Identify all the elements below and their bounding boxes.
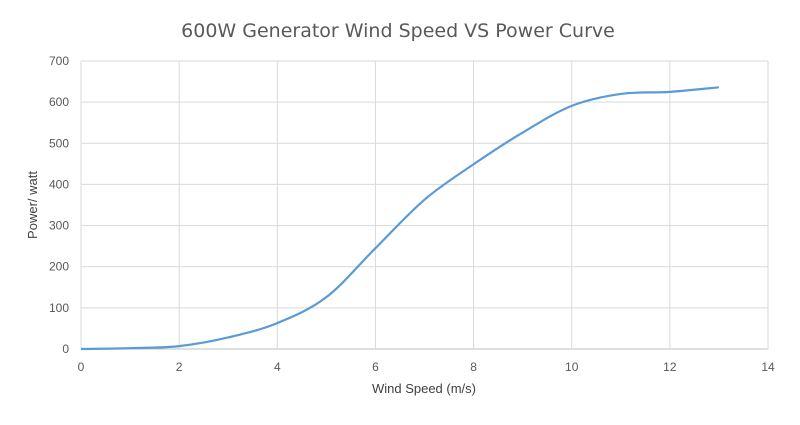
y-axis-ticks: 0 100 200 300 400 500 600 700: [49, 54, 69, 356]
y-tick-label: 600: [49, 95, 69, 109]
x-tick-label: 12: [663, 360, 677, 374]
x-tick-label: 10: [565, 360, 579, 374]
y-tick-label: 0: [62, 342, 69, 356]
x-axis-label: Wind Speed (m/s): [372, 381, 476, 396]
y-tick-label: 200: [49, 260, 69, 274]
x-tick-label: 14: [761, 360, 775, 374]
y-tick-label: 400: [49, 177, 69, 191]
gridlines: [80, 60, 769, 350]
x-axis-ticks: 0 2 4 6 8 10 12 14: [78, 360, 775, 374]
series-line-power: [80, 86, 720, 351]
x-tick-label: 8: [470, 360, 477, 374]
x-tick-label: 0: [78, 360, 85, 374]
y-tick-label: 700: [49, 54, 69, 68]
y-axis-label: Power/ watt: [25, 171, 40, 239]
y-tick-label: 100: [49, 301, 69, 315]
y-tick-label: 300: [49, 219, 69, 233]
x-tick-label: 4: [274, 360, 281, 374]
y-tick-label: 500: [49, 136, 69, 150]
x-tick-label: 2: [176, 360, 183, 374]
chart-title: 600W Generator Wind Speed VS Power Curve: [181, 20, 615, 42]
x-tick-label: 6: [372, 360, 379, 374]
